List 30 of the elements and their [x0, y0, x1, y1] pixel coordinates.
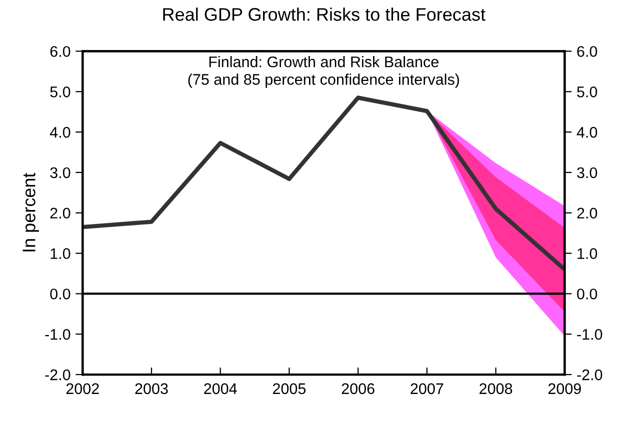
y2-tick-label: 4.0 [576, 126, 598, 138]
y-tick-label: -1.0 [45, 328, 70, 340]
x-tick-label: 2008 [480, 383, 512, 394]
y-tick-label: 0.0 [50, 288, 70, 300]
x-tick-label: 2004 [204, 383, 237, 394]
y-tick-label: -2.0 [45, 369, 70, 380]
x-tick-label: 2005 [272, 383, 306, 394]
x-tick-label: 2002 [66, 383, 99, 394]
y2-tick-label: 3.0 [577, 167, 598, 178]
y2-tick-label: 2.0 [577, 208, 598, 219]
x-tick-label: 2006 [342, 383, 374, 394]
y2-tick-label: 1.0 [578, 248, 598, 259]
annotation: Finland: Growth and Risk Balance (75 and 85 percent confidence intervals) [188, 56, 460, 88]
y2-tick-label: -2.0 [577, 369, 602, 380]
y-tick-label: 5.0 [50, 86, 70, 98]
y-tick-label: 1.0 [50, 248, 70, 259]
y-axis-title: In percent [22, 172, 39, 252]
x-tick-label: 2003 [135, 383, 168, 394]
y2-tick-label: 0.0 [577, 288, 598, 300]
x-tick-label: 2009 [548, 383, 581, 394]
y-tick-label: 4.0 [50, 126, 70, 138]
y2-tick-label: 5.0 [577, 86, 598, 98]
y2-tick-label: -1.0 [577, 328, 602, 340]
y-tick-label: 2.0 [50, 208, 70, 219]
x-tick-label: 2007 [410, 383, 444, 394]
chart-title: Real GDP Growth: Risks to the Forecast [163, 8, 486, 21]
y-tick-label: 6.0 [50, 46, 70, 57]
y2-tick-label: 6.0 [577, 46, 598, 57]
line-series [82, 96, 565, 272]
y-tick-label: 3.0 [50, 167, 70, 178]
